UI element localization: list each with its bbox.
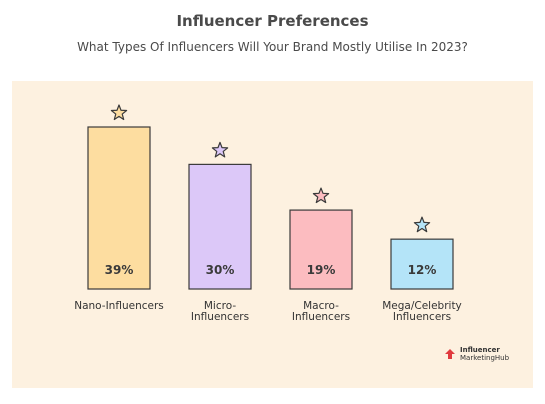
logo: Influencer MarketingHub [443, 346, 509, 362]
category-label-3-line-2: Influencers [292, 311, 350, 323]
category-label-2-line-1: Micro- [204, 300, 236, 312]
category-label-3-line-1: Macro- [303, 300, 339, 312]
value-label-3: 19% [307, 263, 336, 277]
value-label-2: 30% [206, 263, 235, 277]
arrow-heart-icon [445, 349, 455, 359]
bar-3 [289, 209, 353, 290]
category-label-2-line-2: Influencers [191, 311, 249, 323]
category-label-4-line-2: Influencers [393, 311, 451, 323]
star-icon [312, 187, 330, 204]
chart-subtitle: What Types Of Influencers Will Your Bran… [77, 40, 468, 54]
star-icon [110, 104, 128, 121]
value-label-4: 12% [408, 263, 437, 277]
bar-1 [87, 126, 151, 290]
logo-line-2: MarketingHub [460, 354, 510, 362]
logo-line-1: Influencer [460, 346, 500, 354]
star-icon [413, 216, 431, 233]
bar-2 [188, 163, 252, 290]
chart-title: Influencer Preferences [176, 12, 369, 30]
bar-4 [390, 238, 454, 290]
category-label-1: Nano-Influencers [74, 300, 164, 312]
category-label-4-line-1: Mega/Celebrity [382, 300, 462, 312]
value-label-1: 39% [105, 263, 134, 277]
star-icon [211, 141, 229, 158]
